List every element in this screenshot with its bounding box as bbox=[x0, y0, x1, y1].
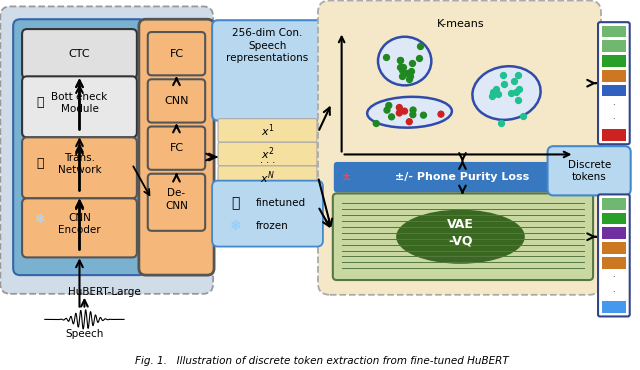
Text: · · ·: · · · bbox=[260, 158, 275, 168]
Bar bbox=[602, 228, 626, 239]
FancyBboxPatch shape bbox=[218, 119, 317, 142]
Bar bbox=[602, 257, 626, 269]
Bar bbox=[602, 55, 626, 67]
FancyBboxPatch shape bbox=[22, 198, 137, 258]
Text: finetuned: finetuned bbox=[255, 198, 306, 208]
Text: Discrete
tokens: Discrete tokens bbox=[568, 159, 611, 182]
Text: ❄: ❄ bbox=[230, 219, 242, 233]
Bar bbox=[602, 301, 626, 313]
FancyBboxPatch shape bbox=[598, 194, 630, 316]
FancyBboxPatch shape bbox=[148, 127, 205, 170]
Text: K-means: K-means bbox=[436, 19, 484, 29]
FancyBboxPatch shape bbox=[0, 6, 213, 294]
FancyBboxPatch shape bbox=[22, 76, 137, 137]
FancyBboxPatch shape bbox=[333, 194, 593, 280]
Ellipse shape bbox=[396, 210, 525, 264]
Text: 256-dim Con.
Speech
representations: 256-dim Con. Speech representations bbox=[227, 28, 308, 63]
FancyBboxPatch shape bbox=[598, 22, 630, 144]
Bar bbox=[602, 26, 626, 37]
Text: $x^2$: $x^2$ bbox=[260, 146, 275, 162]
Bar bbox=[602, 129, 626, 141]
Text: 🔥: 🔥 bbox=[36, 157, 44, 171]
Text: Speech: Speech bbox=[65, 329, 104, 339]
Text: CTC: CTC bbox=[68, 49, 90, 59]
Text: frozen: frozen bbox=[255, 221, 289, 231]
FancyBboxPatch shape bbox=[212, 20, 323, 121]
FancyBboxPatch shape bbox=[148, 174, 205, 231]
Text: ·: · bbox=[612, 115, 615, 125]
FancyBboxPatch shape bbox=[218, 166, 317, 189]
FancyBboxPatch shape bbox=[318, 0, 601, 295]
Bar bbox=[602, 70, 626, 82]
Bar bbox=[602, 85, 626, 97]
Bar bbox=[602, 198, 626, 210]
Text: ±: ± bbox=[342, 172, 351, 182]
Bar bbox=[602, 242, 626, 254]
Bar bbox=[602, 40, 626, 52]
FancyBboxPatch shape bbox=[22, 137, 137, 198]
Text: ❄: ❄ bbox=[35, 212, 45, 226]
Text: CNN
Encoder: CNN Encoder bbox=[58, 213, 100, 235]
Text: ·: · bbox=[612, 273, 615, 282]
FancyBboxPatch shape bbox=[548, 146, 630, 195]
Text: Fig. 1.   Illustration of discrete token extraction from fine-tuned HuBERT: Fig. 1. Illustration of discrete token e… bbox=[135, 356, 509, 366]
Text: 🔥: 🔥 bbox=[36, 97, 44, 110]
FancyBboxPatch shape bbox=[148, 79, 205, 122]
Text: CNN: CNN bbox=[164, 96, 189, 106]
Text: FC: FC bbox=[170, 143, 184, 153]
Text: ·: · bbox=[612, 101, 615, 110]
FancyBboxPatch shape bbox=[334, 162, 592, 192]
Text: ±/- Phone Purity Loss: ±/- Phone Purity Loss bbox=[396, 172, 529, 182]
Text: $x^1$: $x^1$ bbox=[260, 122, 275, 139]
FancyBboxPatch shape bbox=[139, 19, 214, 275]
FancyBboxPatch shape bbox=[22, 29, 137, 78]
FancyBboxPatch shape bbox=[13, 19, 146, 275]
Text: ·: · bbox=[612, 288, 615, 297]
Text: Bott eneck
Module: Bott eneck Module bbox=[51, 92, 108, 114]
FancyBboxPatch shape bbox=[148, 32, 205, 75]
FancyBboxPatch shape bbox=[218, 142, 317, 166]
Text: VAE
-VQ: VAE -VQ bbox=[447, 218, 474, 247]
Text: HuBERT-Large: HuBERT-Large bbox=[68, 287, 141, 297]
Text: $x^N$: $x^N$ bbox=[260, 169, 275, 186]
Text: Trans.
Network: Trans. Network bbox=[58, 153, 101, 175]
Text: 🔥: 🔥 bbox=[232, 196, 240, 210]
FancyBboxPatch shape bbox=[212, 181, 323, 246]
Bar bbox=[602, 213, 626, 225]
Text: FC: FC bbox=[170, 49, 184, 59]
Text: De-
CNN: De- CNN bbox=[165, 188, 188, 211]
